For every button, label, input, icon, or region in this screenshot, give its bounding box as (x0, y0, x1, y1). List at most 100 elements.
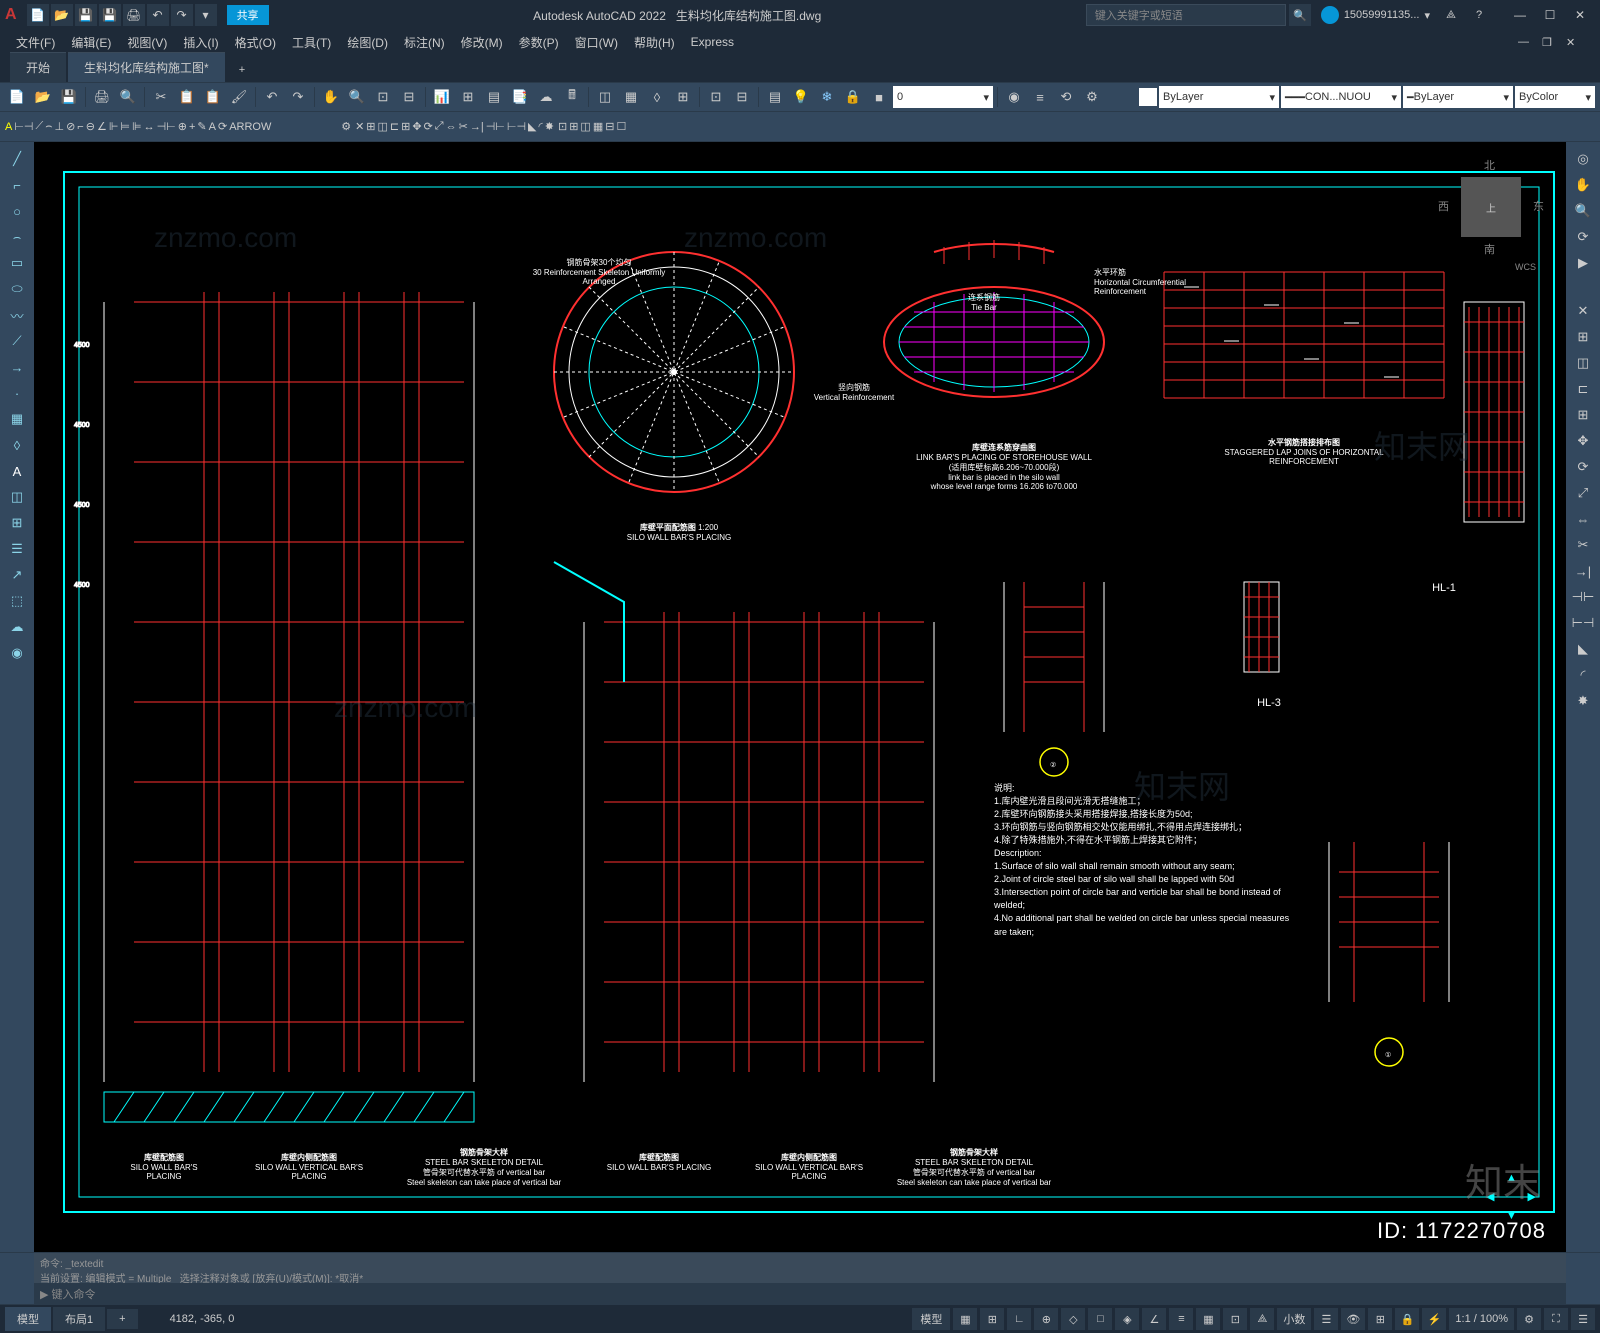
letter-a-icon[interactable]: A (5, 121, 12, 133)
stretch-icon[interactable]: ⇔ (1569, 507, 1597, 531)
trim-icon[interactable]: ✂ (1569, 533, 1597, 557)
dim-radius-icon[interactable]: ⊘ (66, 120, 75, 133)
menu-insert[interactable]: 插入(I) (177, 32, 224, 53)
dim-baseline-icon[interactable]: ⊨ (120, 120, 130, 133)
model-space-button[interactable]: 模型 (912, 1308, 950, 1330)
leader-icon[interactable]: ↗ (3, 563, 31, 587)
pan-icon[interactable]: ✋ (1569, 173, 1597, 197)
iso-toggle[interactable]: ◇ (1061, 1308, 1085, 1330)
qat-dropdown-icon[interactable]: ▾ (195, 4, 217, 26)
chamfer-icon[interactable]: ◣ (528, 120, 536, 133)
menu-window[interactable]: 窗口(W) (569, 32, 624, 53)
make-current-icon[interactable]: ◉ (1002, 85, 1026, 109)
layer-freeze-icon[interactable]: ❄ (815, 85, 839, 109)
dim-angular-icon[interactable]: ∠ (97, 120, 107, 133)
region-icon[interactable]: ◊ (3, 433, 31, 457)
search-icon[interactable]: 🔍 (1289, 4, 1311, 26)
explode-icon[interactable]: ✸ (545, 120, 554, 133)
undo-icon[interactable]: ↶ (147, 4, 169, 26)
save-icon[interactable]: 💾 (57, 85, 81, 109)
rectangle-icon[interactable]: ▭ (3, 251, 31, 275)
dim-space-icon[interactable]: ↔ (144, 121, 155, 133)
hatch-icon[interactable]: ▦ (619, 85, 643, 109)
transparency-toggle[interactable]: ▦ (1196, 1308, 1220, 1330)
rotate-icon[interactable]: ⟳ (424, 120, 433, 133)
group-icon[interactable]: ⊡ (704, 85, 728, 109)
clean-screen-toggle[interactable]: ⛶ (1544, 1308, 1568, 1330)
dim-quick-icon[interactable]: ⊩ (109, 120, 119, 133)
layer-name-dropdown[interactable]: 0 (893, 86, 993, 108)
workspace-toggle[interactable]: ☰ (1314, 1308, 1338, 1330)
layer-match-icon[interactable]: ≡ (1028, 85, 1052, 109)
arc-icon[interactable]: ⌢ (3, 225, 31, 249)
lw-toggle[interactable]: ≡ (1169, 1308, 1193, 1330)
zoom-icon[interactable]: 🔍 (345, 85, 369, 109)
cycling-toggle[interactable]: ⊡ (1223, 1308, 1247, 1330)
drawing-canvas[interactable]: 4500 4500 4500 4500 (34, 142, 1566, 1252)
dimstyle-dropdown[interactable]: ARROW (229, 121, 339, 133)
dim-jogged-icon[interactable]: ⌐ (77, 121, 83, 133)
dim-tedit-icon[interactable]: A (209, 121, 216, 133)
units-display[interactable]: 小数 (1277, 1308, 1311, 1330)
open-icon[interactable]: 📂 (51, 4, 73, 26)
grid-toggle[interactable]: ▦ (953, 1308, 977, 1330)
dimstyle-icon[interactable]: ⚙ (341, 120, 351, 133)
lock-ui-toggle[interactable]: 🔒 (1395, 1308, 1419, 1330)
new-icon[interactable]: 📄 (5, 85, 29, 109)
tool2-icon[interactable]: ⊞ (569, 120, 578, 133)
xline-icon[interactable]: ⟋ (3, 329, 31, 353)
tool6-icon[interactable]: ☐ (616, 120, 626, 133)
explode-icon[interactable]: ✸ (1569, 689, 1597, 713)
zoom-prev-icon[interactable]: ⊟ (397, 85, 421, 109)
table-icon[interactable]: ⊞ (671, 85, 695, 109)
menu-modify[interactable]: 修改(M) (455, 32, 509, 53)
menu-format[interactable]: 格式(O) (229, 32, 282, 53)
chamfer-icon[interactable]: ◣ (1569, 637, 1597, 661)
osnap-toggle[interactable]: □ (1088, 1308, 1112, 1330)
paste-icon[interactable]: 📋 (201, 85, 225, 109)
menu-file[interactable]: 文件(F) (10, 32, 61, 53)
plot-icon[interactable]: 🖨 (123, 4, 145, 26)
help-icon[interactable]: ? (1468, 4, 1490, 26)
layer-props-icon[interactable]: ▤ (763, 85, 787, 109)
color-swatch-icon[interactable] (1139, 88, 1157, 106)
open-icon[interactable]: 📂 (31, 85, 55, 109)
linetype-dropdown[interactable]: ━━━ CON...NUOU (1281, 86, 1401, 108)
mirror-icon[interactable]: ◫ (1569, 351, 1597, 375)
zoom-display[interactable]: 1:1 / 100% (1449, 1308, 1514, 1330)
dim-aligned-icon[interactable]: ⟋ (36, 120, 44, 133)
break-icon[interactable]: ⊣⊢ (486, 120, 505, 133)
trim-icon[interactable]: ✂ (459, 120, 468, 133)
menu-icon[interactable]: ☰ (1571, 1308, 1595, 1330)
block-icon[interactable]: ◫ (593, 85, 617, 109)
zoom-window-icon[interactable]: ⊡ (371, 85, 395, 109)
offset-icon[interactable]: ⊏ (1569, 377, 1597, 401)
array-icon[interactable]: ⊞ (401, 120, 410, 133)
3dosnap-toggle[interactable]: ◈ (1115, 1308, 1139, 1330)
rotate-icon[interactable]: ⟳ (1569, 455, 1597, 479)
minimize-button[interactable]: — (1505, 4, 1535, 26)
saveas-icon[interactable]: 💾 (99, 4, 121, 26)
share-button[interactable]: 共享 (227, 5, 269, 25)
polyline-icon[interactable]: ⌐ (3, 173, 31, 197)
tolerance-icon[interactable]: ⊕ (178, 120, 187, 133)
color-dropdown[interactable]: ByLayer (1159, 86, 1279, 108)
copy-obj-icon[interactable]: ⊞ (366, 120, 375, 133)
quickprops-toggle[interactable]: ⊞ (1368, 1308, 1392, 1330)
tool3-icon[interactable]: ◫ (580, 120, 590, 133)
offset-icon[interactable]: ⊏ (390, 120, 399, 133)
polar-toggle[interactable]: ⊕ (1034, 1308, 1058, 1330)
show-motion-icon[interactable]: ▶ (1569, 251, 1597, 275)
ray-icon[interactable]: → (3, 355, 31, 379)
layer-lock-icon[interactable]: 🔒 (841, 85, 865, 109)
wipeout-icon[interactable]: ⬚ (3, 589, 31, 613)
lineweight-dropdown[interactable]: ━ ByLayer (1403, 86, 1513, 108)
snap-toggle[interactable]: ⊞ (980, 1308, 1004, 1330)
dim-break-icon[interactable]: ⊣⊢ (157, 120, 176, 133)
block-icon[interactable]: ◫ (3, 485, 31, 509)
tab-add-button[interactable]: + (227, 58, 257, 82)
mtext-icon[interactable]: ☰ (3, 537, 31, 561)
ellipse-icon[interactable]: ⬭ (3, 277, 31, 301)
designcenter-icon[interactable]: ⊞ (456, 85, 480, 109)
customize-icon[interactable]: ⚙ (1517, 1308, 1541, 1330)
